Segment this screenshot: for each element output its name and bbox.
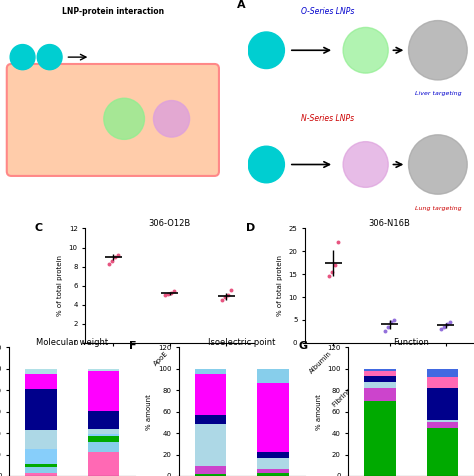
Bar — [257, 468, 289, 473]
Point — [444, 321, 451, 328]
Circle shape — [248, 32, 284, 69]
Bar — [427, 377, 458, 388]
Bar — [195, 474, 226, 476]
Text: O-Series LNPs: O-Series LNPs — [301, 7, 354, 16]
Title: 306-O12B: 306-O12B — [149, 218, 191, 228]
Legend: >200, 100-200, 80-100, 60-80, 40-60, 20-40, 10-20, 0-10: >200, 100-200, 80-100, 60-80, 40-60, 20-… — [231, 351, 270, 417]
Bar — [427, 369, 458, 377]
Point — [381, 327, 389, 335]
FancyBboxPatch shape — [7, 64, 219, 176]
Bar — [25, 369, 56, 374]
Title: Molecular weight: Molecular weight — [36, 337, 109, 347]
Bar — [195, 424, 226, 466]
Point — [111, 253, 119, 261]
Bar — [427, 420, 458, 423]
Bar — [364, 388, 395, 401]
Point — [384, 323, 392, 330]
Text: D: D — [246, 223, 255, 233]
Text: Lung targeting: Lung targeting — [415, 206, 461, 211]
Bar — [195, 415, 226, 424]
Circle shape — [343, 28, 388, 73]
Bar — [195, 466, 226, 474]
Y-axis label: % of total protein: % of total protein — [57, 255, 63, 316]
Point — [224, 291, 231, 299]
Point — [105, 260, 113, 268]
Point — [227, 287, 235, 294]
Point — [108, 257, 116, 265]
Bar — [364, 371, 395, 377]
Bar — [195, 369, 226, 374]
Bar — [195, 374, 226, 415]
Bar — [364, 401, 395, 476]
Point — [167, 289, 175, 297]
Bar — [25, 374, 56, 389]
Text: A: A — [237, 0, 246, 10]
Bar — [364, 369, 395, 371]
Circle shape — [104, 98, 145, 139]
Bar — [257, 458, 289, 468]
Bar — [25, 449, 56, 464]
Bar — [427, 388, 458, 420]
Point — [447, 318, 454, 326]
Point — [438, 325, 445, 333]
Point — [334, 238, 341, 246]
Bar — [25, 473, 56, 476]
Point — [440, 323, 448, 330]
Bar — [88, 369, 119, 371]
Title: Isoelectric point: Isoelectric point — [208, 337, 275, 347]
Point — [114, 251, 122, 259]
Circle shape — [409, 20, 467, 80]
Text: N-Series LNPs: N-Series LNPs — [301, 114, 354, 123]
Bar — [88, 429, 119, 434]
Bar — [25, 467, 56, 473]
Bar — [88, 436, 119, 442]
Text: F: F — [129, 341, 136, 351]
Point — [390, 316, 398, 324]
Circle shape — [154, 100, 190, 137]
Y-axis label: % of total protein: % of total protein — [277, 255, 283, 316]
Bar — [88, 411, 119, 429]
Circle shape — [10, 45, 35, 69]
Bar — [257, 473, 289, 476]
Bar — [25, 430, 56, 449]
Bar — [88, 434, 119, 436]
Bar — [88, 442, 119, 452]
Point — [221, 293, 228, 301]
Bar — [257, 369, 289, 383]
Point — [162, 291, 169, 299]
Point — [387, 318, 395, 326]
Bar — [25, 464, 56, 467]
Bar — [88, 452, 119, 476]
Point — [331, 261, 338, 269]
Point — [325, 273, 332, 280]
Point — [218, 296, 226, 304]
Title: Function: Function — [393, 337, 429, 347]
Text: Liver targeting: Liver targeting — [415, 91, 461, 97]
Circle shape — [343, 142, 388, 188]
Text: G: G — [298, 341, 307, 351]
Point — [164, 290, 172, 298]
Circle shape — [37, 45, 62, 69]
Y-axis label: % amount: % amount — [146, 394, 152, 430]
Bar — [257, 452, 289, 458]
Point — [171, 288, 178, 295]
Bar — [364, 382, 395, 388]
Bar — [427, 423, 458, 428]
Bar — [88, 371, 119, 411]
Text: C: C — [35, 223, 43, 233]
Text: LNP-protein interaction: LNP-protein interaction — [62, 7, 164, 16]
Bar — [364, 377, 395, 382]
Bar — [257, 383, 289, 452]
Point — [328, 268, 336, 276]
Title: 306-N16B: 306-N16B — [369, 218, 410, 228]
Circle shape — [248, 146, 284, 183]
Y-axis label: % amount: % amount — [316, 394, 322, 430]
Bar — [25, 389, 56, 430]
Bar — [427, 428, 458, 476]
Circle shape — [409, 135, 467, 194]
Legend: 9-10, 8-9, 7-8, 6-7, 5-6, 4-5: 9-10, 8-9, 7-8, 6-7, 5-6, 4-5 — [399, 351, 427, 404]
